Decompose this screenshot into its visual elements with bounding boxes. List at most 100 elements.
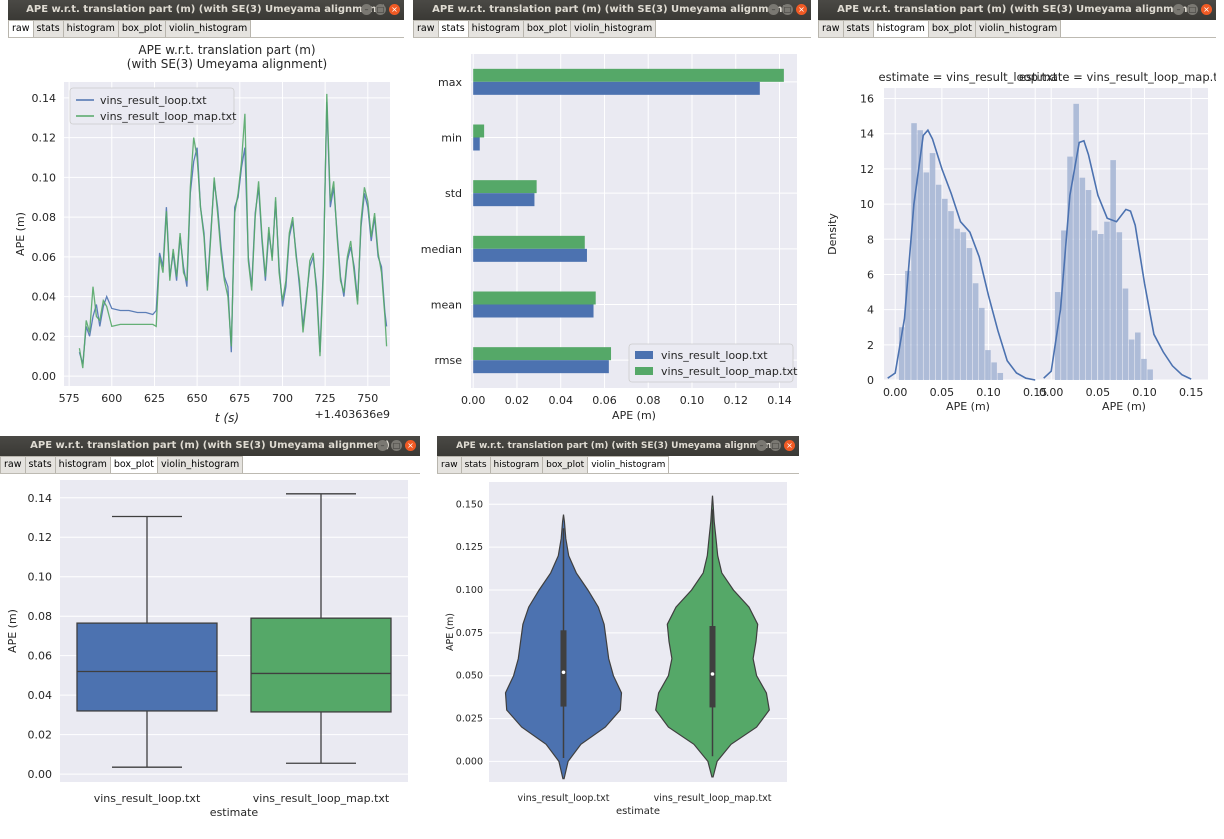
y-tick-label: 0.08 [32,211,57,224]
tab-violin-histogram[interactable]: violin_histogram [156,456,244,473]
tab-box-plot[interactable]: box_plot [117,20,166,37]
hist-bar [911,123,917,380]
tab-raw[interactable]: raw [0,456,26,473]
tab-violin-histogram[interactable]: violin_histogram [164,20,252,37]
series-line-map [78,93,388,369]
tab-histogram[interactable]: histogram [489,456,544,473]
window-controls: – □ × [361,4,400,16]
category-label: vins_result_loop.txt [518,793,610,804]
hist-bar [997,372,1004,380]
close-icon[interactable]: × [784,440,795,451]
tab-box-plot[interactable]: box_plot [522,20,571,37]
legend-swatch [635,367,653,375]
x-tick-label: 0.15 [1179,386,1204,399]
legend-label: vins_result_loop.txt [100,94,207,107]
window-titlebar[interactable]: APE w.r.t. translation part (m) (with SE… [437,436,799,456]
maximize-icon[interactable]: □ [770,440,781,451]
tab-box-plot[interactable]: box_plot [542,456,589,473]
y-axis-label: APE (m) [14,212,27,256]
tab-stats[interactable]: stats [24,456,56,473]
window-controls: – □ × [377,440,416,452]
legend-label: vins_result_loop_map.txt [661,365,798,378]
minimize-icon[interactable]: – [377,440,388,451]
y-tick-label: 8 [867,233,874,246]
y-tick-label: 0.12 [28,531,53,544]
minimize-icon[interactable]: – [361,4,372,15]
chart-title: APE w.r.t. translation part (m) [138,43,315,57]
window-titlebar[interactable]: APE w.r.t. translation part (m) (with SE… [413,0,811,20]
hist-bar [991,362,997,380]
bar-map-median [473,235,585,249]
tab-histogram[interactable]: histogram [62,20,119,37]
window-titlebar[interactable]: APE w.r.t. translation part (m) (with SE… [0,436,420,456]
x-tick-label: 0.06 [592,394,617,407]
close-icon[interactable]: × [1201,4,1212,15]
plot-area [471,54,797,388]
stats-bar-chart: 0.00 0.02 0.04 0.06 0.08 0.10 0.12 0.14 APE (m) m… [421,54,798,422]
maximize-icon[interactable]: □ [1187,4,1198,15]
tab-raw[interactable]: raw [8,20,34,37]
hist-bar [929,153,936,380]
x-tick-label: 700 [272,392,293,405]
tab-histogram[interactable]: histogram [54,456,111,473]
y-tick-label: 0 [867,374,874,387]
violin-median-dot [710,672,715,676]
close-icon[interactable]: × [389,4,400,15]
histogram-chart: 0 2 4 6 8 10 12 14 16 Density 0.00 0.05 0.10 0.15 APE … [826,70,1216,413]
category-label: max [438,76,462,89]
tab-violin-histogram[interactable]: violin_histogram [587,456,670,473]
tab-raw[interactable]: raw [437,456,462,473]
tab-stats[interactable]: stats [460,456,491,473]
x-tick-label: 0.12 [723,394,748,407]
x-tick-label: 0.00 [461,394,486,407]
hist-bar [1079,177,1086,380]
x-tick-label: 0.00 [1039,386,1064,399]
maximize-icon[interactable]: □ [375,4,386,15]
maximize-icon[interactable]: □ [782,4,793,15]
minimize-icon[interactable]: – [768,4,779,15]
tab-stats[interactable]: stats [32,20,64,37]
violin-chart: 0.000 0.025 0.050 0.075 0.100 0.125 0.150 APE (… [445,482,787,817]
tab-raw[interactable]: raw [413,20,439,37]
box-plot-chart: 0.00 0.02 0.04 0.06 0.08 0.10 0.12 0.14 APE (m) e… [6,480,408,819]
hist-bar [917,130,923,380]
tab-violin-histogram[interactable]: violin_histogram [974,20,1062,37]
kde-curve [887,128,1036,381]
maximize-icon[interactable]: □ [391,440,402,451]
tab-bar: raw stats histogram box_plot violin_histogra… [437,456,799,474]
raw-window: APE w.r.t. translation part (m) (with SE… [8,0,404,432]
x-tick-label: 675 [229,392,250,405]
bar-loop-median [473,248,587,262]
y-tick-label: 0.150 [456,499,483,510]
category-label: mean [431,299,462,312]
hist-bar [1141,358,1147,380]
close-icon[interactable]: × [796,4,807,15]
tab-stats[interactable]: stats [437,20,469,37]
tab-bar: raw stats histogram box_plot violin_histogra… [413,20,811,38]
tab-histogram[interactable]: histogram [872,20,929,37]
bar-map-mean [473,291,596,305]
tab-raw[interactable]: raw [818,20,844,37]
y-tick-label: 4 [867,304,874,317]
tab-stats[interactable]: stats [842,20,874,37]
minimize-icon[interactable]: – [1173,4,1184,15]
window-titlebar[interactable]: APE w.r.t. translation part (m) (with SE… [8,0,404,20]
minimize-icon[interactable]: – [756,440,767,451]
histogram-window: APE w.r.t. translation part (m) (with SE… [818,0,1216,432]
x-tick-label: 0.05 [1086,386,1111,399]
hist-bar [1054,292,1061,380]
bar-loop-rmse [473,360,609,374]
bar-map-std [473,180,537,194]
tab-box-plot[interactable]: box_plot [927,20,976,37]
tab-histogram[interactable]: histogram [467,20,524,37]
violin-median-dot [561,670,566,675]
bar-map-max [473,68,784,82]
box-vins_result_loop_map.txt [250,617,392,713]
chart-subtitle: (with SE(3) Umeyama alignment) [127,57,327,71]
window-titlebar[interactable]: APE w.r.t. translation part (m) (with SE… [818,0,1216,20]
hist-bar [935,184,942,380]
tab-violin-histogram[interactable]: violin_histogram [569,20,657,37]
tab-box-plot[interactable]: box_plot [109,456,158,473]
close-icon[interactable]: × [405,440,416,451]
box-plot-window: APE w.r.t. translation part (m) (with SE… [0,436,420,839]
